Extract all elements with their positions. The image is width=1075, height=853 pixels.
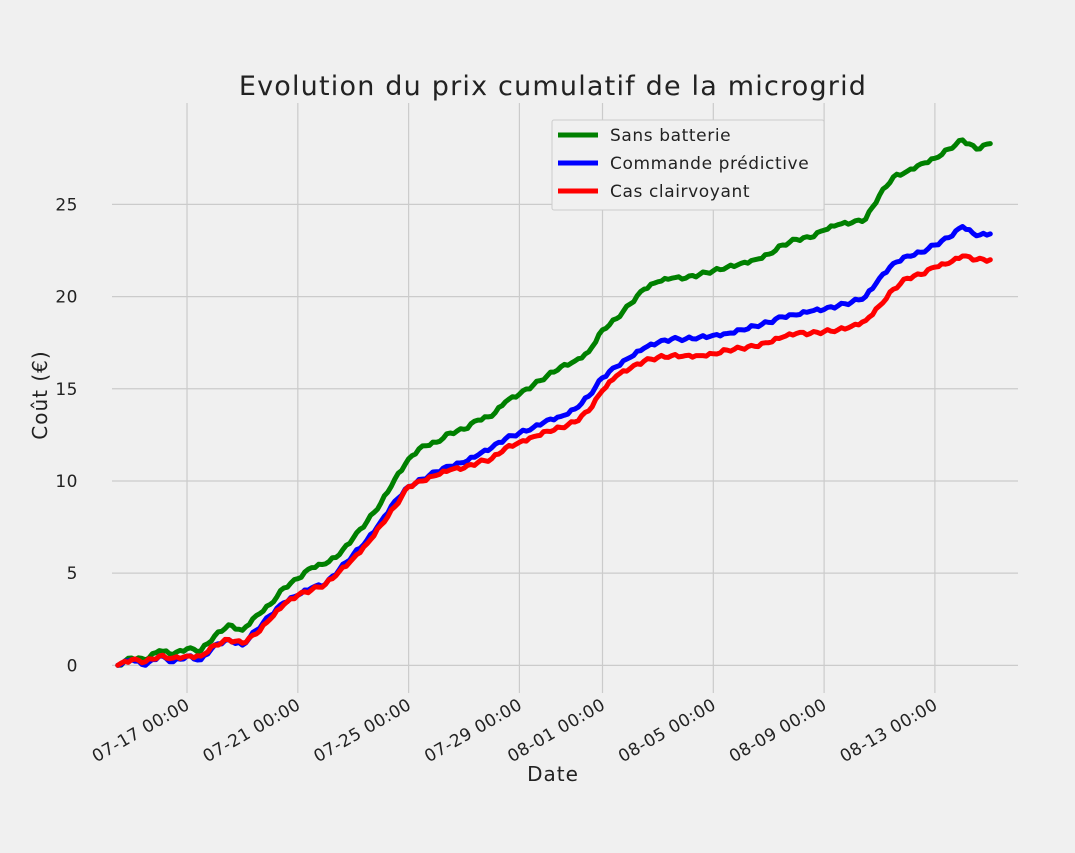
legend-label: Sans batterie [610,126,731,146]
y-tick-label: 10 [55,472,78,492]
legend: Sans batterie Commande prédictive Cas clai… [551,119,825,211]
legend-label: Cas clairvoyant [610,182,750,202]
grid [112,103,1018,693]
y-tick-label: 5 [67,564,78,584]
y-tick-label: 20 [55,288,78,308]
series-lines [115,137,993,668]
legend-box [551,119,825,211]
series-line-3 [115,253,993,668]
x-axis-label: Date [527,762,579,786]
y-tick-labels: 0 5 10 15 20 25 [55,195,78,676]
chart-title: Evolution du prix cumulatif de la microg… [239,71,867,102]
y-tick-label: 0 [67,656,78,676]
y-tick-label: 15 [55,380,78,400]
y-tick-label: 25 [55,195,78,215]
series-line-1 [115,137,993,668]
y-axis-label: Coût (€) [28,350,52,439]
legend-label: Commande prédictive [610,154,809,174]
